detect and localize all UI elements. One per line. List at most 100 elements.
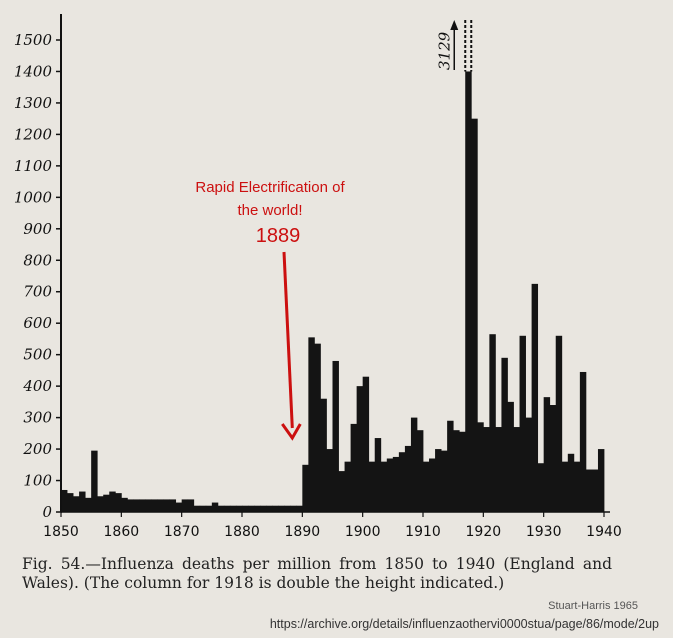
bar-1889: [296, 505, 303, 512]
bar-1934: [567, 453, 575, 512]
bar-1921: [489, 334, 496, 512]
bar-1865: [151, 499, 158, 512]
y-tick-label: 200: [22, 440, 52, 458]
figure-caption: Fig. 54.—Influenza deaths per million fr…: [22, 555, 612, 592]
y-tick-label: 1300: [14, 94, 53, 112]
y-tick-label: 1500: [14, 31, 53, 49]
bar-1932: [555, 335, 563, 512]
bar-1912: [435, 449, 442, 512]
bar-1927: [525, 417, 532, 512]
bar-1883: [260, 505, 267, 512]
y-tick-label: 1000: [14, 188, 53, 206]
bar-1904: [386, 458, 394, 512]
bar-1900: [362, 376, 370, 512]
bar-1925: [513, 427, 520, 512]
bar-1887: [284, 505, 291, 512]
bar-1892: [314, 343, 321, 512]
annotation-arrow-shaft: [282, 251, 294, 429]
y-tick-label: 800: [23, 251, 52, 269]
bar-1858: [109, 491, 116, 512]
bar-1855: [91, 450, 98, 512]
influenza-bar-chart: 1500140013001200110010009008007006005004…: [14, 14, 622, 540]
bar-1917: [465, 71, 472, 512]
annotation-line1: Rapid Electrification of: [195, 179, 345, 196]
bar-1851: [67, 493, 74, 512]
bar-1930: [543, 397, 551, 512]
annotation-group: Rapid Electrification of the world! 1889: [195, 179, 345, 441]
bar-1860: [121, 497, 128, 512]
y-tick-label: 1400: [14, 62, 53, 80]
y-tick-label: 1200: [14, 125, 53, 143]
bar-1850: [61, 489, 68, 512]
bar-1857: [103, 494, 110, 512]
overflow-arrow-head: [450, 20, 459, 30]
bar-1924: [507, 401, 514, 512]
bar-1915: [453, 430, 460, 512]
bar-1933: [561, 461, 569, 512]
y-tick-label: 1100: [14, 157, 53, 175]
x-tick-label: 1860: [104, 524, 140, 540]
bar-1926: [519, 335, 526, 512]
bar-1864: [145, 499, 152, 512]
bar-1895: [332, 360, 339, 512]
bar-1913: [441, 450, 448, 512]
bar-1874: [205, 505, 213, 512]
bar-1877: [223, 505, 231, 512]
x-tick-label: 1930: [526, 524, 562, 540]
bar-1922: [495, 427, 502, 512]
bar-1873: [199, 505, 207, 512]
x-tick-label: 1900: [345, 524, 381, 540]
y-tick-label: 400: [22, 377, 52, 395]
bar-1852: [73, 496, 80, 512]
y-tick-label: 500: [23, 346, 52, 364]
annotation-arrow-head: [281, 423, 302, 441]
bar-1886: [278, 505, 285, 512]
y-tick-label: 100: [23, 472, 52, 490]
bar-1888: [290, 505, 297, 512]
annotation-arrow: [281, 251, 302, 441]
bar-1891: [308, 337, 315, 512]
bar-1896: [338, 471, 345, 512]
overflow-marker: 3129: [435, 20, 473, 72]
bar-1867: [163, 499, 170, 512]
bar-1911: [429, 458, 436, 512]
bar-1893: [320, 398, 327, 512]
x-tick-label: 1880: [224, 524, 260, 540]
x-tick-label: 1940: [586, 524, 622, 540]
bar-1882: [254, 505, 261, 512]
bar-1919: [477, 422, 484, 512]
bar-1881: [248, 505, 255, 512]
bar-1937: [585, 469, 593, 512]
bar-1868: [169, 499, 177, 512]
bar-1854: [85, 497, 92, 512]
axes-group: [60, 14, 610, 513]
y-tick-label: 300: [23, 409, 52, 427]
bar-1880: [242, 505, 249, 512]
y-tick-label: 600: [23, 314, 52, 332]
y-tick-labels: 1500140013001200110010009008007006005004…: [14, 31, 62, 521]
bar-1897: [344, 461, 351, 512]
x-tick-label: 1910: [405, 524, 441, 540]
x-tick-labels: 1850 1860 1870 1880 1890 1900 1910 1920 1930 1940: [43, 512, 622, 540]
y-tick-label: 700: [23, 283, 52, 301]
bar-1920: [483, 427, 490, 512]
bar-1931: [549, 405, 557, 512]
bar-1853: [79, 491, 86, 512]
bar-1923: [501, 357, 508, 512]
bar-1859: [115, 493, 122, 512]
bar-1884: [266, 505, 273, 512]
bar-1935: [573, 461, 581, 512]
bar-1885: [272, 505, 279, 512]
x-tick-label: 1850: [43, 524, 79, 540]
bar-1879: [235, 505, 243, 512]
bar-1862: [133, 499, 140, 512]
bars-group: [61, 71, 605, 513]
bar-1890: [302, 464, 309, 512]
bar-1898: [350, 423, 358, 512]
bar-1909: [416, 430, 424, 512]
y-tick-label: 0: [42, 503, 52, 521]
x-tick-label: 1920: [466, 524, 502, 540]
bar-1938: [591, 469, 599, 512]
bar-1902: [374, 438, 382, 512]
annotation-year: 1889: [256, 225, 301, 247]
